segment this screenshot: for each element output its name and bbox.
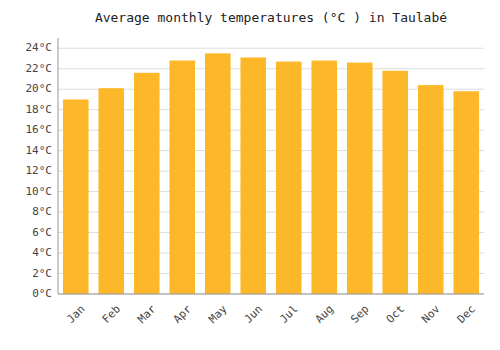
y-axis-line [58, 38, 59, 294]
grid-line [58, 48, 484, 49]
y-tick-labels: 0°C 2°C 4°C 6°C 8°C 10°C 12°C 14°C 16°C 18°C 20°C 2… [26, 41, 53, 300]
x-tick-label: Oct [384, 303, 407, 326]
bar [382, 71, 408, 294]
x-tick-label: Sep [348, 303, 371, 326]
bar [169, 61, 195, 294]
bar [453, 91, 479, 294]
x-tick-label: Dec [455, 303, 478, 326]
bar [311, 61, 337, 294]
y-tick-label: 12°C [26, 164, 53, 177]
x-tick-label: Jul [277, 303, 300, 326]
y-tick-label: 0°C [32, 287, 52, 300]
bar [347, 63, 373, 294]
y-tick-label: 18°C [26, 103, 53, 116]
y-tick-label: 6°C [32, 226, 52, 239]
y-tick-label: 4°C [32, 246, 52, 259]
bars [63, 53, 479, 294]
title: Average monthly temperatures (°C ) in Ta… [95, 10, 447, 25]
y-tick-label: 24°C [26, 41, 53, 54]
x-tick-labels: Jan Feb Mar Apr May Jun Jul Aug Sep Oct Nov Dec [64, 302, 478, 326]
bar [63, 99, 89, 294]
x-tick-label: Nov [419, 302, 443, 326]
bar [276, 62, 302, 294]
bar [205, 53, 231, 294]
bar [418, 85, 444, 294]
bar [98, 88, 124, 294]
y-tick-label: 20°C [26, 82, 53, 95]
x-tick-label: Feb [100, 303, 123, 326]
y-tick-label: 22°C [26, 62, 53, 75]
x-tick-label: Jan [64, 303, 87, 326]
y-tick-label: 14°C [26, 144, 53, 157]
y-tick-label: 10°C [26, 185, 53, 198]
y-tick-label: 16°C [26, 123, 53, 136]
x-tick-label: Jun [242, 303, 265, 326]
y-tick-label: 8°C [32, 205, 52, 218]
x-tick-label: May [206, 302, 230, 326]
grid-line [58, 68, 484, 69]
bar [240, 57, 266, 294]
x-axis-line [58, 294, 484, 295]
y-grid [58, 48, 484, 294]
bar [134, 73, 160, 294]
x-tick-label: Apr [171, 302, 195, 326]
background [0, 0, 500, 350]
chart: Average monthly temperatures (°C ) in Ta… [0, 0, 500, 350]
grid-line [58, 294, 484, 295]
page: {"chart_data": {"type": "bar", "title": … [0, 0, 500, 350]
x-tick-label: Mar [135, 302, 159, 326]
y-tick-label: 2°C [32, 267, 52, 280]
x-tick-label: Aug [313, 303, 336, 326]
